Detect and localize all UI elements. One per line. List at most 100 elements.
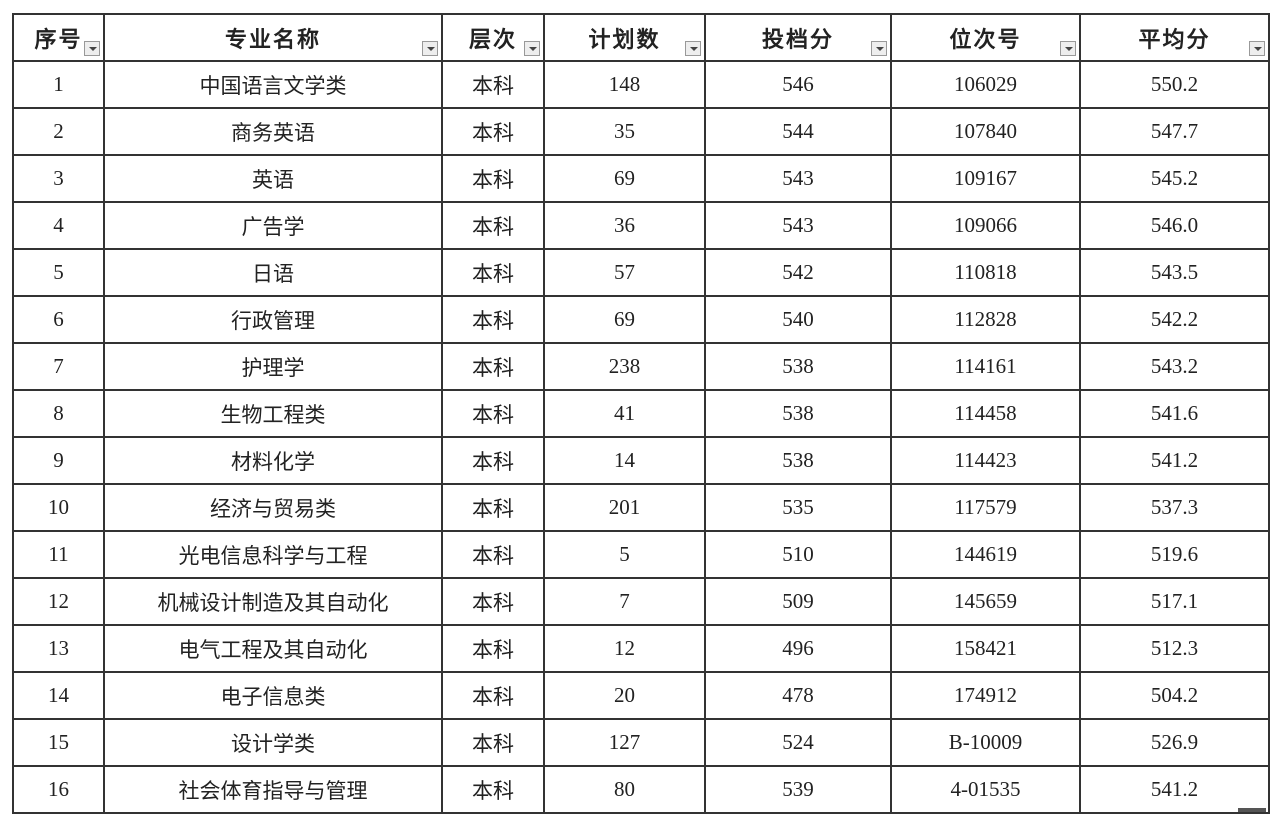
table-row: 3 英语 本科 69 543 109167 545.2 [12,154,1270,203]
filter-dropdown-icon[interactable] [1060,41,1076,56]
col-major-name-cell: 电子信息类 [103,671,443,720]
col-index-cell: 12 [12,577,105,626]
col-plan-count-cell: 12 [543,624,706,673]
col-average-score-cell: 550.2 [1079,60,1270,109]
col-index-cell: 14 [12,671,105,720]
col-level-cell: 本科 [441,201,545,250]
col-plan-count-cell: 127 [543,718,706,767]
col-rank-cell: 117579 [890,483,1081,532]
col-rank-cell: 114423 [890,436,1081,485]
col-index-cell: 13 [12,624,105,673]
header-col-major-name: 专业名称 [103,13,443,62]
table-row: 10 经济与贸易类 本科 201 535 117579 537.3 [12,483,1270,532]
col-index-cell: 15 [12,718,105,767]
table-row: 11 光电信息科学与工程 本科 5 510 144619 519.6 [12,530,1270,579]
col-index-cell: 2 [12,107,105,156]
header-label: 计划数 [588,26,661,52]
admission-scores-table: 序号 专业名称 层次 计划数 投档分 位次号 平均分 1 中国语言文学类 本科 148 546 106… [12,13,1270,814]
col-cutoff-score-cell: 509 [704,577,892,626]
table-row: 15 设计学类 本科 127 524 B-10009 526.9 [12,718,1270,767]
col-plan-count-cell: 14 [543,436,706,485]
col-average-score-cell: 537.3 [1079,483,1270,532]
col-index-cell: 16 [12,765,105,814]
col-plan-count-cell: 5 [543,530,706,579]
col-cutoff-score-cell: 538 [704,389,892,438]
col-major-name-cell: 经济与贸易类 [103,483,443,532]
col-index-cell: 6 [12,295,105,344]
header-label: 平均分 [1138,26,1211,52]
header-col-average-score: 平均分 [1079,13,1270,62]
col-average-score-cell: 504.2 [1079,671,1270,720]
col-average-score-cell: 543.5 [1079,248,1270,297]
col-cutoff-score-cell: 478 [704,671,892,720]
col-rank-cell: 174912 [890,671,1081,720]
col-rank-cell: 158421 [890,624,1081,673]
col-average-score-cell: 517.1 [1079,577,1270,626]
col-major-name-cell: 生物工程类 [103,389,443,438]
col-major-name-cell: 中国语言文学类 [103,60,443,109]
col-level-cell: 本科 [441,154,545,203]
col-average-score-cell: 541.6 [1079,389,1270,438]
col-major-name-cell: 日语 [103,248,443,297]
col-plan-count-cell: 7 [543,577,706,626]
table-row: 16 社会体育指导与管理 本科 80 539 4-01535 541.2 [12,765,1270,814]
col-cutoff-score-cell: 543 [704,154,892,203]
col-plan-count-cell: 41 [543,389,706,438]
col-cutoff-score-cell: 540 [704,295,892,344]
col-level-cell: 本科 [441,436,545,485]
col-cutoff-score-cell: 539 [704,765,892,814]
col-level-cell: 本科 [441,530,545,579]
col-major-name-cell: 电气工程及其自动化 [103,624,443,673]
col-cutoff-score-cell: 538 [704,342,892,391]
col-index-cell: 1 [12,60,105,109]
filter-dropdown-icon[interactable] [1249,41,1265,56]
col-rank-cell: 107840 [890,107,1081,156]
col-level-cell: 本科 [441,342,545,391]
col-average-score-cell: 543.2 [1079,342,1270,391]
col-major-name-cell: 广告学 [103,201,443,250]
header-label: 位次号 [949,26,1022,52]
col-cutoff-score-cell: 543 [704,201,892,250]
col-level-cell: 本科 [441,389,545,438]
col-cutoff-score-cell: 542 [704,248,892,297]
filter-dropdown-icon[interactable] [422,41,438,56]
col-average-score-cell: 542.2 [1079,295,1270,344]
col-level-cell: 本科 [441,577,545,626]
header-col-rank: 位次号 [890,13,1081,62]
filter-dropdown-icon[interactable] [524,41,540,56]
col-average-score-cell: 546.0 [1079,201,1270,250]
table-row: 5 日语 本科 57 542 110818 543.5 [12,248,1270,297]
header-col-level: 层次 [441,13,545,62]
col-index-cell: 5 [12,248,105,297]
col-major-name-cell: 社会体育指导与管理 [103,765,443,814]
col-rank-cell: 114161 [890,342,1081,391]
col-index-cell: 10 [12,483,105,532]
table-row: 2 商务英语 本科 35 544 107840 547.7 [12,107,1270,156]
col-major-name-cell: 设计学类 [103,718,443,767]
col-rank-cell: 109066 [890,201,1081,250]
header-row: 序号 专业名称 层次 计划数 投档分 位次号 平均分 [12,13,1270,62]
filter-dropdown-icon[interactable] [84,41,100,56]
col-major-name-cell: 机械设计制造及其自动化 [103,577,443,626]
col-index-cell: 9 [12,436,105,485]
col-average-score-cell: 512.3 [1079,624,1270,673]
col-cutoff-score-cell: 546 [704,60,892,109]
table-row: 7 护理学 本科 238 538 114161 543.2 [12,342,1270,391]
col-level-cell: 本科 [441,624,545,673]
table-row: 9 材料化学 本科 14 538 114423 541.2 [12,436,1270,485]
header-col-plan-count: 计划数 [543,13,706,62]
table-row: 8 生物工程类 本科 41 538 114458 541.6 [12,389,1270,438]
filter-dropdown-icon[interactable] [871,41,887,56]
col-index-cell: 4 [12,201,105,250]
col-plan-count-cell: 80 [543,765,706,814]
header-label: 专业名称 [224,26,321,52]
filter-dropdown-icon[interactable] [685,41,701,56]
col-rank-cell: B-10009 [890,718,1081,767]
col-average-score-cell: 547.7 [1079,107,1270,156]
col-average-score-cell: 541.2 [1079,765,1270,814]
col-level-cell: 本科 [441,718,545,767]
col-average-score-cell: 519.6 [1079,530,1270,579]
table-row: 4 广告学 本科 36 543 109066 546.0 [12,201,1270,250]
col-level-cell: 本科 [441,60,545,109]
table-row: 1 中国语言文学类 本科 148 546 106029 550.2 [12,60,1270,109]
